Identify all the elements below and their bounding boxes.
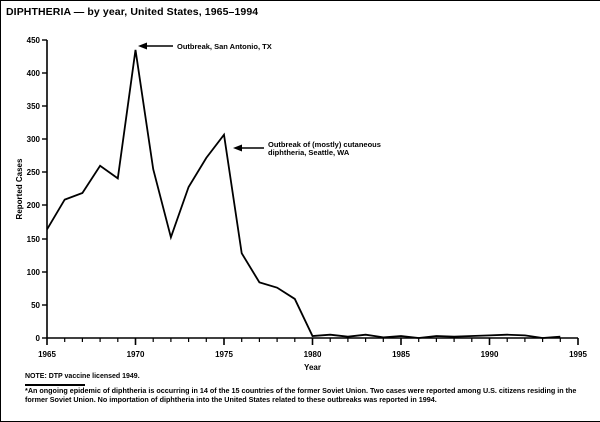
page-title: DIPHTHERIA — by year, United States, 196… [6,6,259,18]
chart-note: NOTE: DTP vaccine licensed 1949. [25,373,140,380]
annotation-arrow-san-antonio [138,42,173,50]
ytick-label: 250 [27,168,41,177]
ytick-label: 300 [27,135,41,144]
annotation-label-seattle-line2: diphtheria, Seattle, WA [268,148,350,157]
y-axis-title: Reported Cases [15,158,24,219]
xtick-label: 1965 [38,350,56,359]
ytick-label: 400 [27,69,41,78]
xtick-label: 1975 [215,350,233,359]
xtick-label: 1995 [569,350,587,359]
x-axis-tick-labels: 1965 1970 1975 1980 1985 1990 1995 [38,350,587,359]
annotation-label-san-antonio: Outbreak, San Antonio, TX [177,42,272,51]
y-axis-tick-labels: 450 400 350 300 250 200 150 100 50 0 [27,36,41,343]
footnote-divider [25,384,85,386]
xtick-label: 1980 [304,350,322,359]
ytick-label: 350 [27,102,41,111]
x-axis-title: Year [304,363,321,370]
ytick-label: 100 [27,268,41,277]
x-axis-ticks [46,338,579,345]
xtick-label: 1990 [481,350,499,359]
y-axis-ticks [42,39,47,339]
ytick-label: 200 [27,201,41,210]
xtick-label: 1985 [392,350,410,359]
ytick-label: 450 [27,36,41,45]
annotation-arrow-seattle [233,144,264,152]
diphtheria-line-chart: 450 400 350 300 250 200 150 100 50 0 [15,36,587,370]
ytick-label: 50 [31,301,40,310]
chart-footnote: *An ongoing epidemic of diphtheria is oc… [25,386,590,404]
xtick-label: 1970 [127,350,145,359]
footnote-text: An ongoing epidemic of diphtheria is occ… [25,386,577,404]
ytick-label: 150 [27,235,41,244]
annotation-label-seattle-line1: Outbreak of (mostly) cutaneous [268,140,381,149]
footnote-marker: * [25,386,28,395]
ytick-label: 0 [36,334,41,343]
data-series-line [46,49,561,339]
